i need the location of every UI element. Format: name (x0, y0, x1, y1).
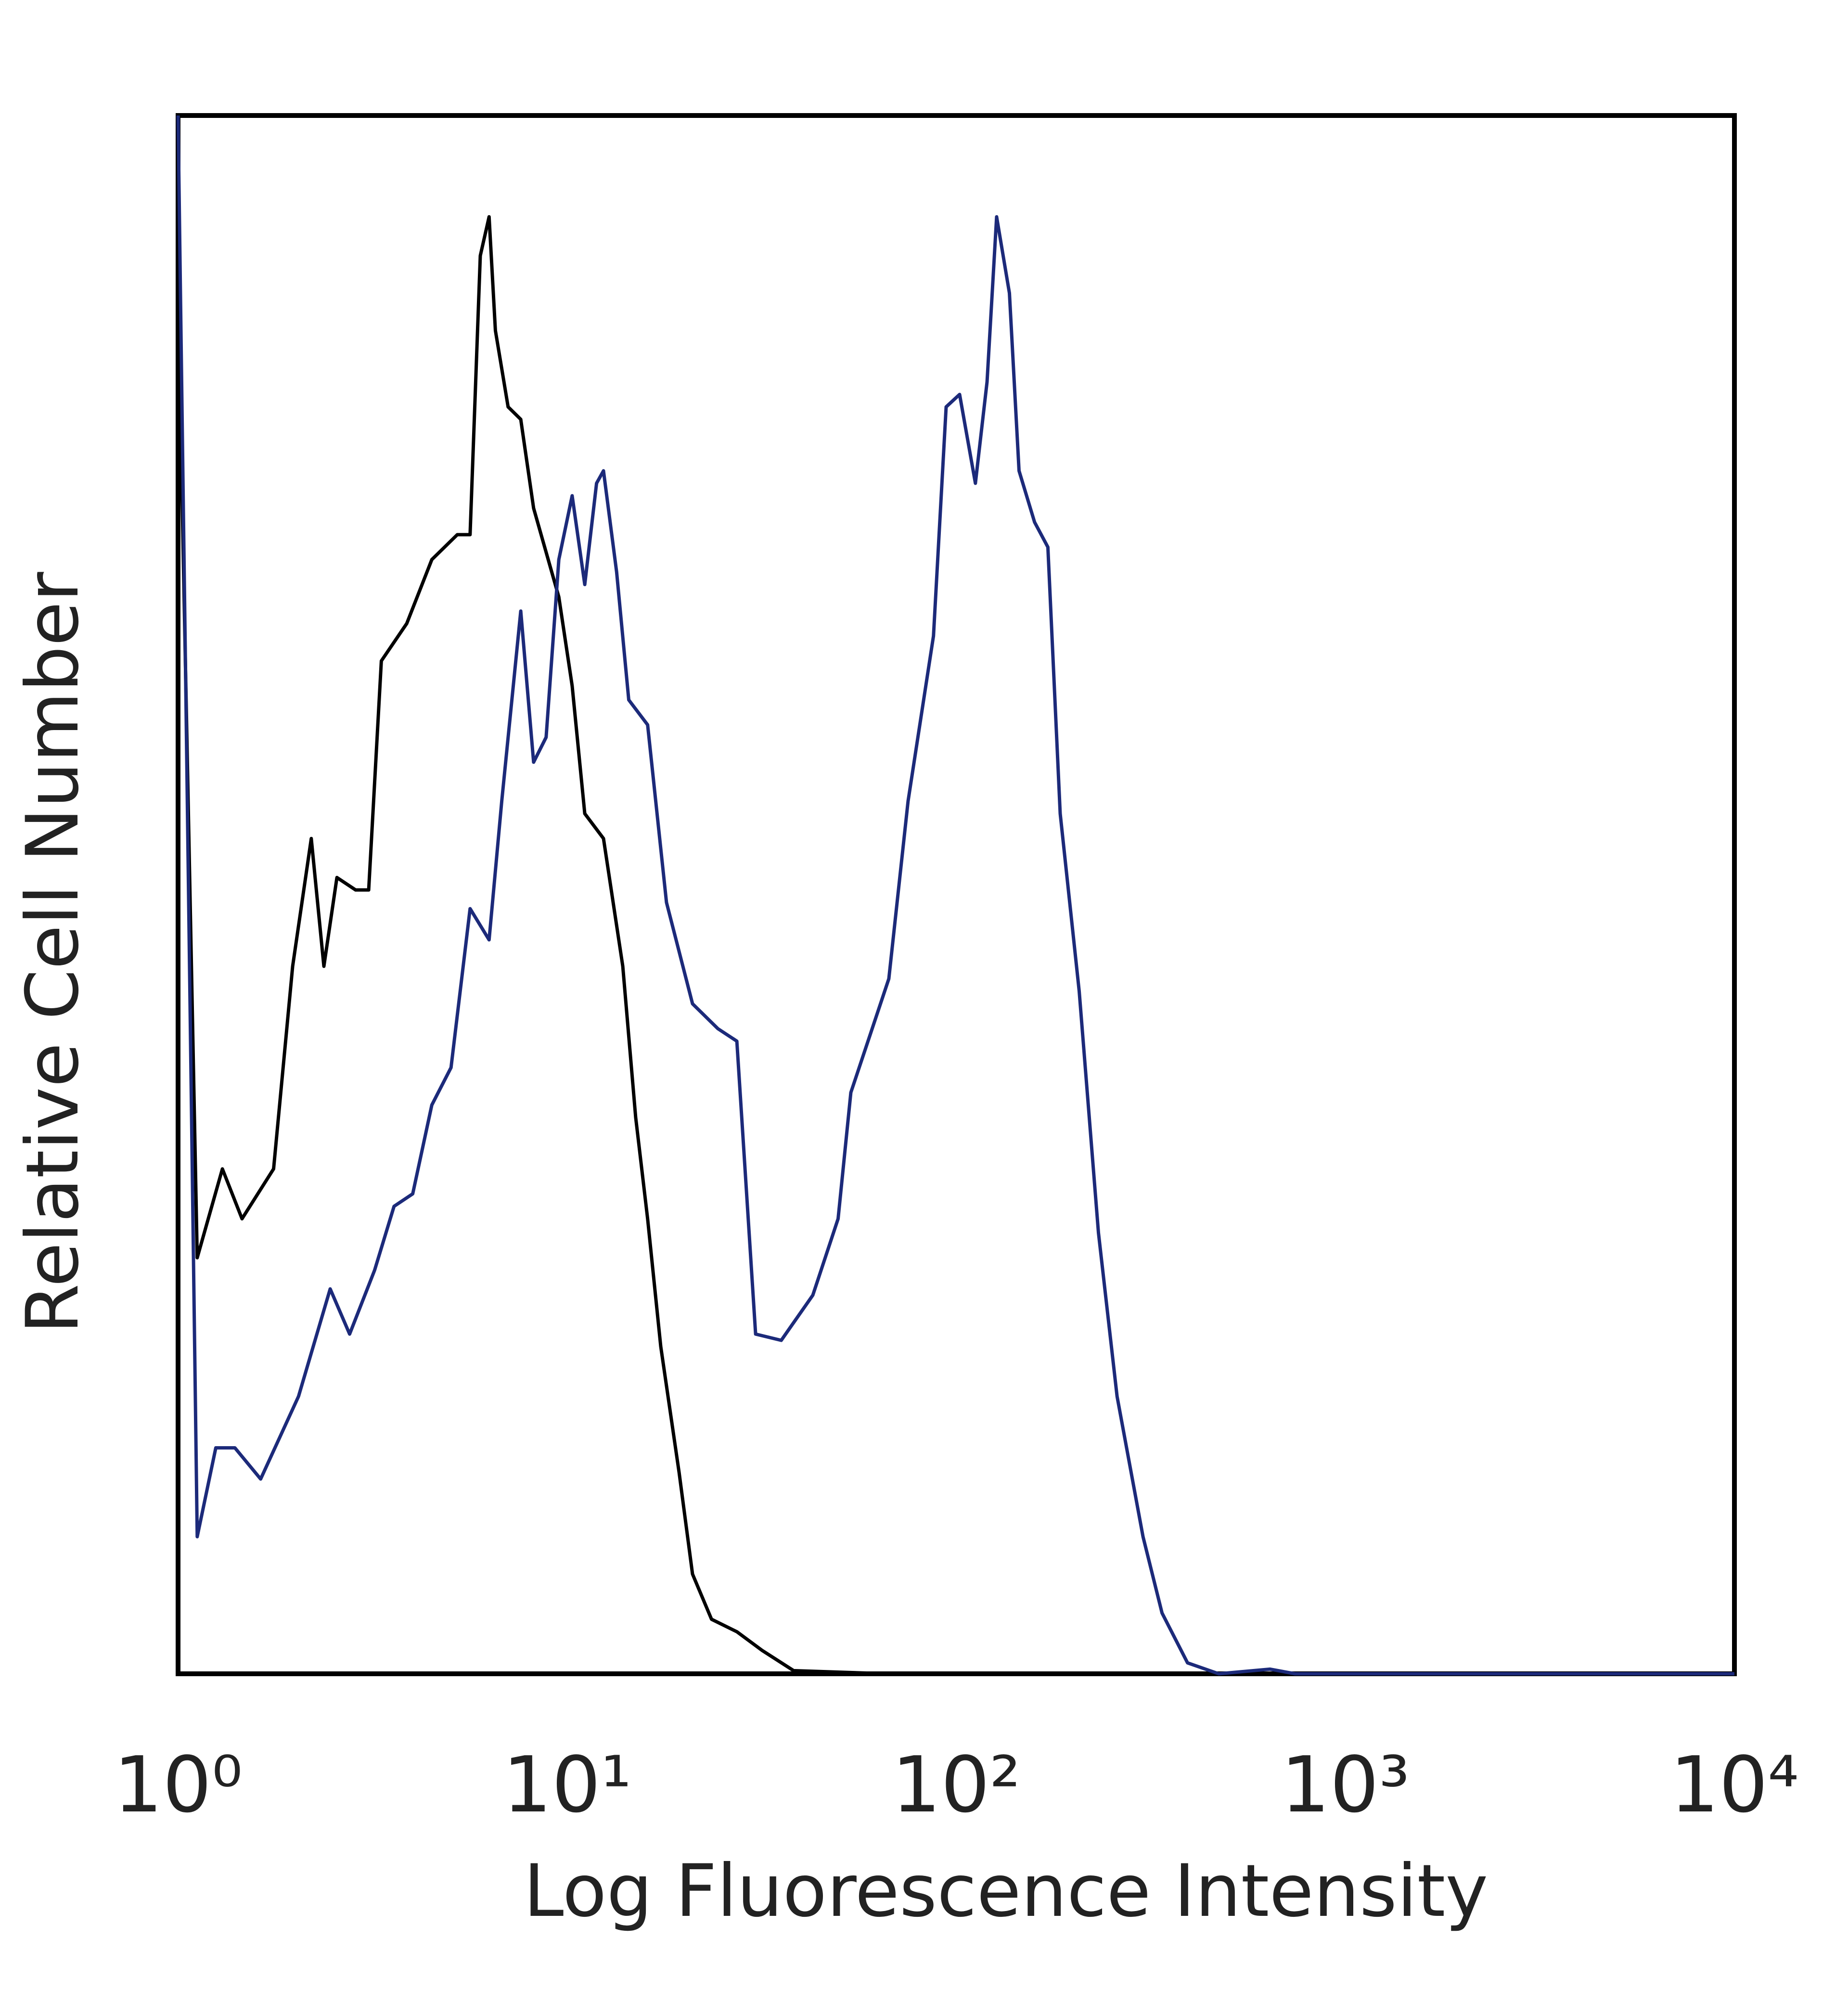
histogram-line (176, 215, 1734, 1676)
x-tick-label: 10² (892, 1740, 1021, 1830)
x-axis-label: Log Fluorescence Intensity (524, 1849, 1488, 1933)
plot-frame (176, 113, 1737, 1676)
x-tick-label: 10⁰ (114, 1740, 243, 1830)
x-tick-label: 10¹ (503, 1740, 632, 1830)
x-tick-label: 10⁴ (1670, 1740, 1799, 1830)
y-axis-label: Relative Cell Number (11, 572, 95, 1334)
histogram-line (176, 115, 1734, 1676)
x-tick-label: 10³ (1281, 1740, 1410, 1830)
